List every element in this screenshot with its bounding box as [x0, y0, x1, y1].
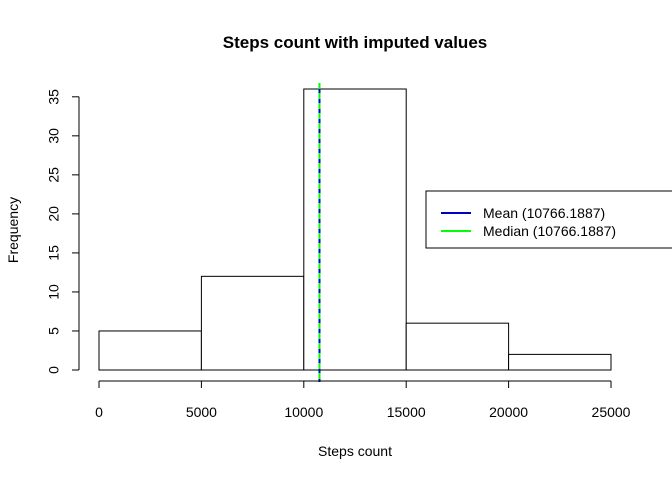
- legend-box: [425, 190, 672, 249]
- y-tick-label-7: 35: [46, 89, 62, 105]
- y-axis-label: Frequency: [5, 197, 21, 263]
- y-tick-label-6: 30: [46, 128, 62, 144]
- y-tick-label-4: 20: [46, 206, 62, 222]
- x-tick-label-2: 10000: [284, 404, 323, 420]
- x-tick-label-0: 0: [95, 404, 103, 420]
- y-tick-label-1: 5: [46, 327, 62, 335]
- legend-label-0: Mean (10766.1887): [483, 205, 605, 221]
- y-tick-label-2: 10: [46, 284, 62, 300]
- histogram-bar-4: [508, 353, 612, 371]
- histogram-bar-0: [98, 330, 202, 371]
- x-tick-label-1: 5000: [186, 404, 217, 420]
- x-axis: 0 5000 10000 15000 20000 25000: [95, 380, 631, 420]
- histogram-bar-3: [405, 322, 510, 371]
- x-tick-label-4: 20000: [489, 404, 528, 420]
- x-tick-label-5: 25000: [592, 404, 631, 420]
- y-tick-label-3: 15: [46, 245, 62, 261]
- bars-group: [98, 88, 612, 371]
- y-tick-label-5: 25: [46, 167, 62, 183]
- legend: Mean (10766.1887) Median (10766.1887): [425, 190, 672, 249]
- chart-title: Steps count with imputed values: [223, 33, 487, 52]
- y-tick-label-0: 0: [46, 366, 62, 374]
- x-tick-label-3: 15000: [387, 404, 426, 420]
- x-axis-label: Steps count: [318, 443, 392, 459]
- legend-label-1: Median (10766.1887): [483, 223, 616, 239]
- y-axis: 0 5 10 15 20 25 30 35: [46, 89, 80, 374]
- histogram-bar-1: [200, 275, 305, 371]
- histogram-bar-2: [303, 88, 407, 371]
